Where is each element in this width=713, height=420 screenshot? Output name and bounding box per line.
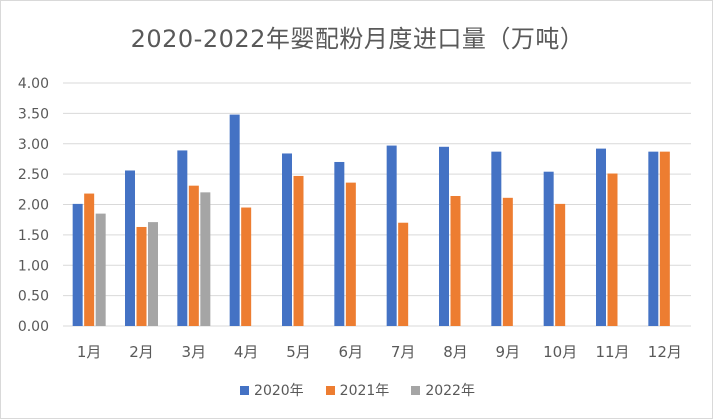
bar <box>543 171 554 326</box>
bar <box>607 173 618 326</box>
x-tick-label: 12月 <box>648 343 682 361</box>
bar <box>95 213 106 326</box>
bar <box>398 222 409 326</box>
x-tick-label: 11月 <box>595 343 629 361</box>
x-tick-label: 3月 <box>182 343 207 361</box>
chart-title: 2020-2022年婴配粉月度进口量（万吨） <box>130 25 585 53</box>
bar <box>648 151 659 326</box>
y-tick-label: 4.00 <box>18 76 49 92</box>
x-tick-label: 4月 <box>234 343 259 361</box>
bar <box>177 150 188 326</box>
bar <box>450 195 461 326</box>
x-tick-label: 2月 <box>129 343 154 361</box>
y-tick-label: 1.00 <box>18 258 49 274</box>
x-tick-label: 8月 <box>443 343 468 361</box>
x-tick-label: 5月 <box>286 343 311 361</box>
bar <box>241 207 252 326</box>
bar <box>659 151 670 326</box>
legend-label: 2021年 <box>339 383 390 399</box>
y-tick-label: 3.50 <box>18 106 49 122</box>
x-tick-label: 7月 <box>391 343 416 361</box>
bar <box>345 182 356 326</box>
legend-item: 2021年 <box>325 380 390 400</box>
bar <box>555 203 566 326</box>
x-tick-label: 6月 <box>339 343 364 361</box>
legend-label: 2022年 <box>425 383 475 399</box>
legend-swatch <box>411 385 421 395</box>
bar <box>84 193 95 326</box>
bar <box>502 197 513 326</box>
legend-item: 2020年 <box>240 380 304 400</box>
x-tick-label: 1月 <box>77 343 102 361</box>
bar <box>491 151 502 326</box>
bar <box>439 146 449 326</box>
y-tick-label: 2.00 <box>18 198 49 214</box>
y-tick-label: 1.50 <box>18 228 49 244</box>
bar <box>72 203 83 326</box>
y-tick-label: 2.50 <box>18 167 49 183</box>
bar <box>148 222 158 326</box>
bar <box>200 192 211 326</box>
bar <box>596 148 606 326</box>
legend-label: 2020年 <box>254 383 304 399</box>
bar <box>188 185 199 326</box>
legend-item: 2022年 <box>411 380 475 400</box>
x-tick-label: 10月 <box>543 343 577 361</box>
x-tick-label: 9月 <box>496 343 521 361</box>
bar <box>229 114 240 326</box>
y-tick-label: 3.00 <box>18 137 49 153</box>
legend-swatch <box>325 385 335 395</box>
bar <box>125 170 135 326</box>
y-tick-label: 0.00 <box>18 319 49 335</box>
legend-swatch <box>240 385 250 395</box>
bar <box>136 226 147 326</box>
bar <box>293 175 304 326</box>
bar <box>334 161 345 326</box>
chart-legend: 2020年 2021年 2022年 <box>1 380 713 400</box>
y-tick-label: 0.50 <box>18 289 49 305</box>
bar <box>386 145 397 326</box>
bar <box>282 153 292 326</box>
